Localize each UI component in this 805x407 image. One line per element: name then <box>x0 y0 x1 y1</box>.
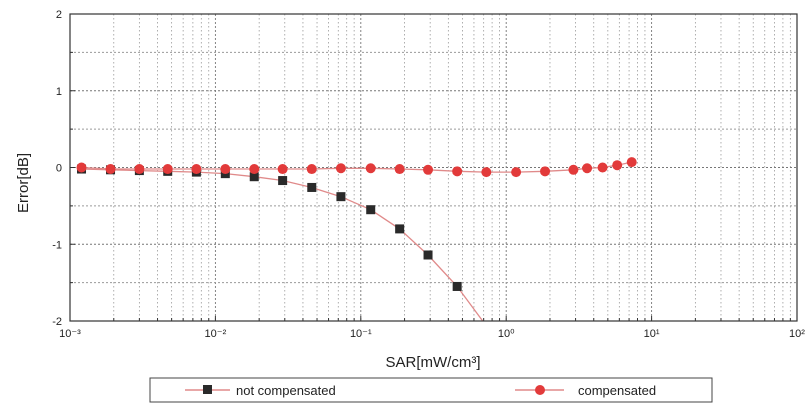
data-point-compensated <box>481 167 492 178</box>
data-point-compensated <box>335 163 346 174</box>
x-tick-label: 10¹ <box>644 328 660 340</box>
data-point-compensated <box>612 160 623 171</box>
data-point-not-compensated <box>452 281 462 291</box>
axis-ticks: 10⁻³ 10⁻² 10⁻¹ 10⁰ 10¹ 10² -2 -1 0 1 2 <box>52 9 805 340</box>
legend-swatch-marker-compensated <box>535 385 545 395</box>
series-line-compensated <box>81 161 632 173</box>
data-point-compensated <box>626 157 637 168</box>
data-point-compensated <box>134 164 145 175</box>
data-point-compensated <box>452 166 463 177</box>
data-point-compensated <box>511 167 522 178</box>
data-point-compensated <box>191 164 202 175</box>
legend: not compensated compensated <box>149 377 713 403</box>
x-tick-label: 10⁰ <box>498 328 515 340</box>
y-tick-label: 0 <box>56 163 62 175</box>
y-tick-label: -1 <box>52 239 62 251</box>
legend-label-compensated: compensated <box>578 383 656 398</box>
data-point-compensated <box>582 163 593 174</box>
x-tick-label: 10⁻¹ <box>350 328 372 340</box>
data-point-not-compensated <box>336 192 346 202</box>
data-point-not-compensated <box>395 224 405 234</box>
data-point-compensated <box>597 162 608 173</box>
data-point-compensated <box>277 164 288 175</box>
data-point-compensated <box>162 164 173 175</box>
data-point-not-compensated <box>249 172 259 182</box>
data-point-not-compensated <box>278 176 288 186</box>
data-point-compensated <box>540 166 551 177</box>
y-axis-title: Error[dB] <box>15 153 32 213</box>
x-axis-title: SAR[mW/cm³] <box>386 354 481 371</box>
data-point-not-compensated <box>423 250 433 260</box>
data-point-compensated <box>249 164 260 175</box>
data-point-not-compensated <box>307 182 317 192</box>
data-point-compensated <box>306 164 317 175</box>
data-point-compensated <box>105 164 116 175</box>
x-tick-label: 10² <box>789 328 805 340</box>
data-point-compensated <box>568 164 579 175</box>
data-point-compensated <box>220 164 231 175</box>
series-lines <box>81 161 632 322</box>
x-tick-label: 10⁻³ <box>59 328 81 340</box>
grid-lines <box>69 13 798 322</box>
y-tick-label: 2 <box>56 9 62 21</box>
series-markers <box>76 157 637 291</box>
legend-label-not-compensated: not compensated <box>236 383 336 398</box>
legend-swatch-marker-not-compensated <box>203 385 212 394</box>
x-tick-label: 10⁻² <box>205 328 227 340</box>
data-point-compensated <box>76 162 87 173</box>
legend-box <box>149 377 713 403</box>
y-tick-label: 1 <box>56 86 62 98</box>
data-point-compensated <box>423 164 434 175</box>
data-point-compensated <box>394 164 405 175</box>
y-tick-label: -2 <box>52 316 62 328</box>
series-line-not-compensated <box>81 168 484 322</box>
data-point-not-compensated <box>366 205 376 215</box>
data-point-compensated <box>365 163 376 174</box>
